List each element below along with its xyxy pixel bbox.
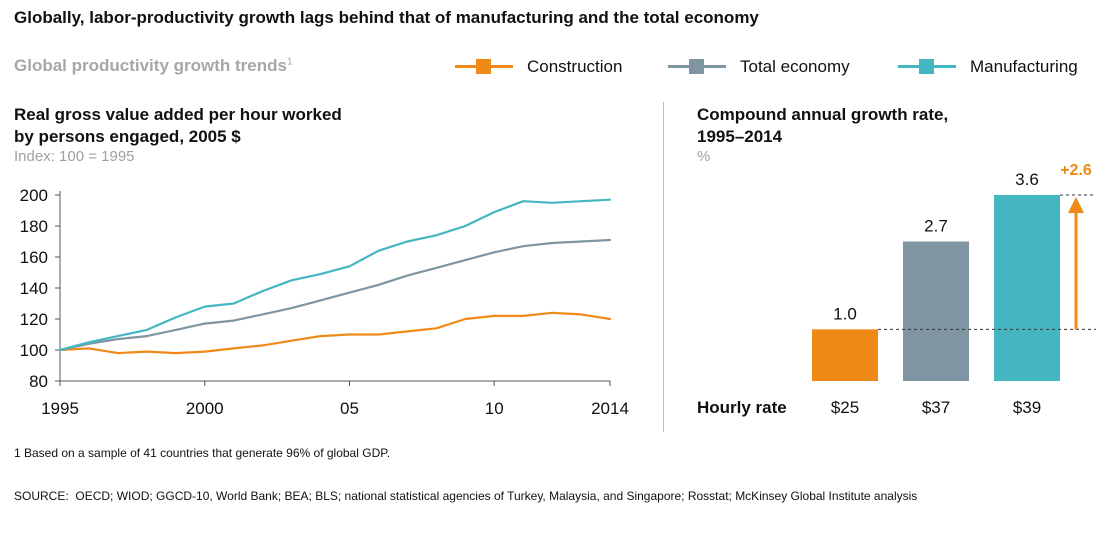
series-line-construction (58, 311, 612, 355)
y-tick-label: 160 (20, 248, 48, 267)
bar-manufacturing (994, 195, 1060, 381)
bar-chart: Hourly rate 1.0 $25 2.7 $37 3.6 $39 +2.6 (697, 162, 1096, 417)
y-tick-label: 100 (20, 341, 48, 360)
legend-swatch-total-economy (668, 55, 726, 79)
hourly-rate-value: $37 (922, 398, 950, 417)
difference-label: +2.6 (1060, 162, 1092, 179)
left-subheading: Index: 100 = 1995 (14, 148, 135, 165)
y-tick-label: 180 (20, 217, 48, 236)
bar-value-label: 3.6 (1015, 170, 1039, 189)
footnote: 1 Based on a sample of 41 countries that… (14, 446, 391, 460)
x-tick-label: 05 (340, 399, 359, 418)
x-tick-label: 2014 (591, 399, 629, 418)
x-tick-label: 2000 (186, 399, 224, 418)
right-panel-heading: Compound annual growth rate, 1995–2014 % (697, 104, 948, 166)
bar-value-label: 1.0 (833, 304, 857, 323)
y-tick-label: 140 (20, 279, 48, 298)
series-line-manufacturing (58, 198, 612, 352)
series-line-total-economy (58, 238, 612, 352)
y-tick-label: 200 (20, 186, 48, 205)
difference-arrow-head (1068, 197, 1084, 213)
legend-label-manufacturing: Manufacturing (970, 57, 1078, 76)
legend-swatch-construction (455, 55, 513, 79)
source-label: SOURCE: (14, 489, 69, 503)
chart-title: Globally, labor-productivity growth lags… (14, 8, 759, 27)
right-heading-line2: 1995–2014 (697, 127, 783, 146)
line-chart: 80 100 120 140 160 180 200 1995 2000 05 10 2014 (20, 186, 629, 418)
bar-total-economy (903, 241, 969, 381)
legend-item-manufacturing: Manufacturing (898, 55, 1078, 79)
hourly-rate-value: $25 (831, 398, 859, 417)
legend-swatch-manufacturing (898, 55, 956, 79)
legend-item-construction: Construction (455, 55, 622, 79)
left-heading-line2: by persons engaged, 2005 $ (14, 127, 241, 146)
legend-item-total-economy: Total economy (668, 55, 850, 79)
bar-construction (812, 329, 878, 381)
right-heading-line1: Compound annual growth rate, (697, 105, 949, 124)
y-tick-label: 120 (20, 310, 48, 329)
legend-label-total-economy: Total economy (740, 57, 850, 76)
footnote-marker: 1 (286, 56, 293, 68)
x-tick-label: 1995 (41, 399, 79, 418)
left-panel-heading: Real gross value added per hour worked b… (14, 104, 342, 166)
right-subheading: % (697, 148, 711, 165)
subtitle-text: Global productivity growth trends (14, 56, 287, 75)
hourly-rate-label: Hourly rate (697, 398, 787, 417)
x-tick-label: 10 (485, 399, 504, 418)
source-text: OECD; WIOD; GGCD-10, World Bank; BEA; BL… (75, 489, 918, 503)
chart-subtitle: Global productivity growth trends1 (14, 56, 293, 76)
legend-label-construction: Construction (527, 57, 623, 76)
source-note: SOURCE: OECD; WIOD; GGCD-10, World Bank;… (14, 488, 1064, 504)
panel-divider (663, 102, 664, 432)
y-tick-label: 80 (29, 372, 48, 391)
hourly-rate-value: $39 (1013, 398, 1041, 417)
left-heading-line1: Real gross value added per hour worked (14, 105, 342, 124)
bar-value-label: 2.7 (924, 217, 948, 236)
